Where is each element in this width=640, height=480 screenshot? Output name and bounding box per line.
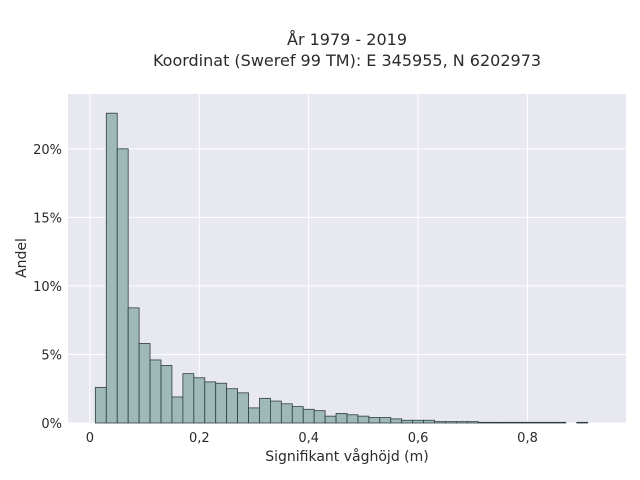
histogram-bar: [138, 343, 151, 424]
histogram-bar: [335, 413, 348, 424]
histogram-bar: [182, 373, 195, 424]
histogram-bar: [248, 407, 260, 424]
y-axis-label: Andel: [14, 238, 30, 278]
x-tick-labels: 0 0,2 0,4 0,6 0,8: [86, 431, 538, 446]
histogram-bar: [105, 112, 118, 424]
histogram-bar: [127, 307, 140, 424]
histogram-bar: [434, 421, 446, 424]
y-tick-label: 0%: [41, 417, 62, 432]
histogram-bar: [466, 421, 479, 424]
y-tick-label: 20%: [33, 143, 62, 158]
x-axis-label: Signifikant våghöjd (m): [265, 448, 428, 465]
histogram-bar: [445, 421, 457, 424]
x-tick-label: 0: [86, 431, 94, 446]
histogram-bar: [237, 392, 249, 424]
histogram-bar: [379, 417, 392, 424]
histogram-bar: [346, 414, 359, 424]
chart-title-line1: År 1979 - 2019: [287, 30, 407, 49]
histogram-bar: [401, 419, 414, 424]
histogram-bar: [532, 421, 545, 424]
histogram-bar: [226, 388, 238, 424]
histogram-bar: [324, 415, 337, 424]
x-tick-label: 0,2: [189, 431, 210, 446]
histogram-bar: [259, 397, 271, 424]
x-tick-label: 0,4: [298, 431, 319, 446]
histogram-bar: [149, 359, 162, 424]
histogram-bar: [280, 403, 293, 424]
histogram-bar: [171, 396, 184, 424]
histogram-bar: [160, 365, 173, 424]
histogram-bar: [456, 421, 468, 424]
histogram-bar: [412, 419, 424, 424]
histogram-bar: [94, 386, 107, 424]
histogram-bar: [270, 400, 282, 424]
histogram-bar: [291, 406, 304, 424]
chart-title-line2: Koordinat (Sweref 99 TM): E 345955, N 62…: [153, 51, 541, 70]
histogram-bar: [313, 410, 326, 424]
histogram-bar: [521, 421, 534, 424]
histogram-bar: [477, 421, 490, 424]
y-tick-label: 5%: [41, 348, 62, 363]
x-tick-label: 0,8: [517, 431, 538, 446]
bars-group: [94, 112, 589, 424]
histogram-bar: [390, 418, 403, 424]
histogram-bar: [499, 421, 512, 424]
histogram-bar: [215, 382, 228, 424]
y-tick-label: 10%: [33, 280, 62, 295]
y-tick-labels: 0% 5% 10% 15% 20%: [33, 143, 62, 432]
histogram-bar: [204, 381, 217, 424]
histogram-bar: [116, 148, 129, 424]
histogram-bar: [423, 419, 435, 424]
histogram-bar: [357, 415, 370, 424]
histogram-bar: [368, 417, 381, 424]
histogram-bar: [543, 421, 556, 424]
x-tick-label: 0,6: [408, 431, 429, 446]
histogram-bar: [554, 421, 567, 424]
histogram-bar: [302, 408, 315, 424]
histogram-bar: [193, 377, 206, 424]
y-tick-label: 15%: [33, 211, 62, 226]
histogram-bar: [510, 421, 523, 424]
histogram-bar: [576, 421, 589, 424]
histogram-bar: [488, 421, 501, 424]
